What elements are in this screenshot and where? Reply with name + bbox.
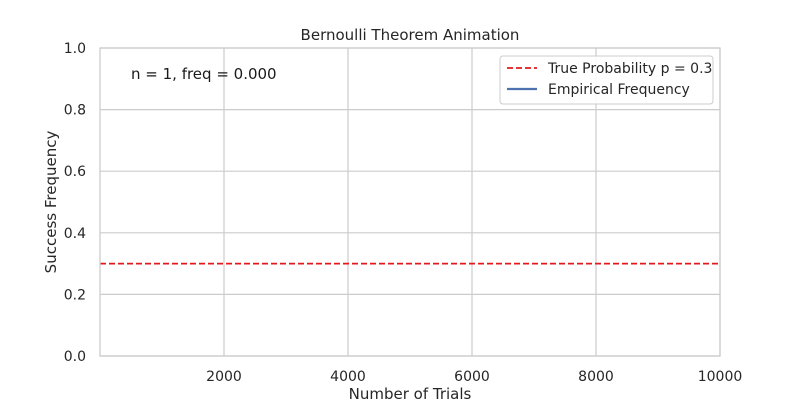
y-axis-ticks: 0.0 0.2 0.4 0.6 0.8 1.0 (64, 41, 86, 365)
x-axis-label: Number of Trials (349, 385, 472, 400)
plot-area-frame (99, 47, 721, 357)
y-tick-label: 0.0 (64, 349, 86, 365)
y-tick-label: 0.6 (64, 164, 86, 180)
y-tick-label: 1.0 (64, 41, 86, 57)
series-layer (100, 262, 720, 265)
legend-label-true-probability: True Probability p = 0.3 (547, 61, 712, 77)
x-axis-ticks: 2000 4000 6000 8000 10000 (206, 369, 742, 385)
y-tick-label: 0.4 (64, 226, 86, 242)
x-tick-label: 2000 (206, 369, 242, 385)
x-tick-label: 8000 (578, 369, 614, 385)
y-tick-label: 0.8 (64, 103, 86, 119)
x-tick-label: 4000 (330, 369, 366, 385)
y-tick-label: 0.2 (64, 287, 86, 303)
legend-label-empirical-frequency: Empirical Frequency (548, 82, 690, 98)
chart-title: Bernoulli Theorem Animation (301, 26, 520, 44)
y-axis-label: Success Frequency (42, 131, 60, 274)
x-tick-label: 10000 (698, 369, 743, 385)
legend: True Probability p = 0.3 Empirical Frequ… (499, 55, 714, 105)
trial-annotation: n = 1, freq = 0.000 (131, 65, 277, 83)
x-tick-label: 6000 (454, 369, 490, 385)
legend-box (499, 55, 714, 105)
